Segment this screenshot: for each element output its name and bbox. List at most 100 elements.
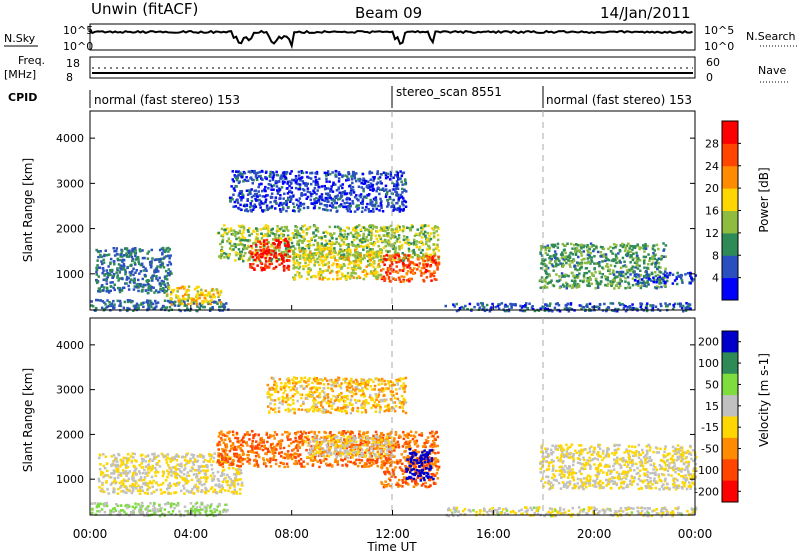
echo-cell [221,233,225,237]
echo-cell [207,453,211,456]
echo-cell [572,259,576,262]
echo-cell [278,253,281,256]
echo-cell [396,174,399,177]
echo-cell [323,184,326,188]
echo-cell [274,207,277,210]
echo-cell [203,459,207,462]
echo-cell [367,264,371,267]
echo-cell [145,269,148,272]
echo-cell [106,287,109,291]
echo-cell [141,512,145,516]
echo-cell [422,272,426,275]
echo-cell [402,275,406,279]
echo-cell [437,249,440,252]
echo-cell [588,270,591,273]
echo-cell [297,210,301,213]
echo-cell [280,186,284,189]
echo-cell [337,198,340,201]
echo-cell [601,266,604,269]
echo-cell [419,251,423,254]
echo-cell [680,274,683,277]
echo-cell [242,254,246,258]
echo-cell [217,231,221,235]
echo-cell [151,467,154,471]
echo-cell [385,226,389,229]
echo-cell [278,263,281,266]
echo-cell [418,245,421,249]
echo-cell [349,191,353,194]
echo-cell [600,280,603,283]
echo-cell [315,252,319,255]
echo-cell [208,460,211,463]
echo-cell [245,179,248,183]
echo-cell [255,199,258,202]
echo-cell [100,306,104,310]
echo-cell [108,512,112,515]
echo-cell [161,246,165,250]
echo-cell [312,243,315,247]
echo-cell [386,267,390,270]
echo-cell [263,195,267,198]
echo-cell [179,514,182,518]
echo-cell [265,204,269,207]
echo-cell [328,195,331,198]
echo-cell [246,259,250,262]
echo-cell [238,180,241,183]
echo-cell [163,455,166,459]
echo-cell [129,484,132,488]
echo-cell [279,208,282,211]
echo-cell [383,227,386,230]
echo-cell [235,253,238,257]
echo-cell [161,454,165,457]
echo-cell [241,173,244,176]
echo-cell [637,284,640,287]
echo-cell [355,276,359,280]
freq-panel: Freq. [MHz] 18 8 60 0 Nave [4,54,790,84]
echo-cell [173,475,177,478]
echo-cell [305,244,308,248]
echo-cell [606,282,610,286]
echo-cell [290,170,293,173]
echo-cell [375,276,378,280]
echo-cell [147,468,150,471]
echo-cell [107,291,111,294]
echo-cell [140,466,144,469]
echo-cell [111,281,114,284]
echo-cell [331,197,335,201]
echo-cell [376,230,379,233]
echo-cell [328,239,331,243]
echo-cell [466,308,469,311]
echo-cell [618,284,622,287]
echo-cell [197,480,201,483]
echo-cell [265,255,268,258]
echo-cell [264,171,268,174]
echo-cell [656,258,659,262]
echo-cell [205,509,208,513]
echo-cell [348,207,351,211]
echo-cell [134,479,137,483]
echo-cell [266,208,269,211]
echo-cell [367,207,370,211]
echo-cell [633,274,637,278]
echo-cell [354,226,358,229]
nsky-label: N.Sky [4,32,36,45]
echo-cell [235,178,239,182]
echo-cell [271,171,274,174]
echo-cell [396,271,400,274]
echo-cell [313,191,316,194]
echo-cell [195,286,198,290]
echo-cell [555,273,558,276]
echo-cell [679,302,682,306]
echo-cell [408,254,412,257]
echo-cell [421,243,425,246]
echo-cell [636,267,640,270]
echo-cell [690,277,693,281]
echo-cell [99,489,102,493]
echo-cell [125,278,128,281]
echo-cell [184,509,187,513]
echo-cell [211,486,214,489]
echo-cell [404,264,408,267]
echo-cell [350,178,354,181]
echo-cell [337,171,341,174]
echo-cell [312,235,316,238]
